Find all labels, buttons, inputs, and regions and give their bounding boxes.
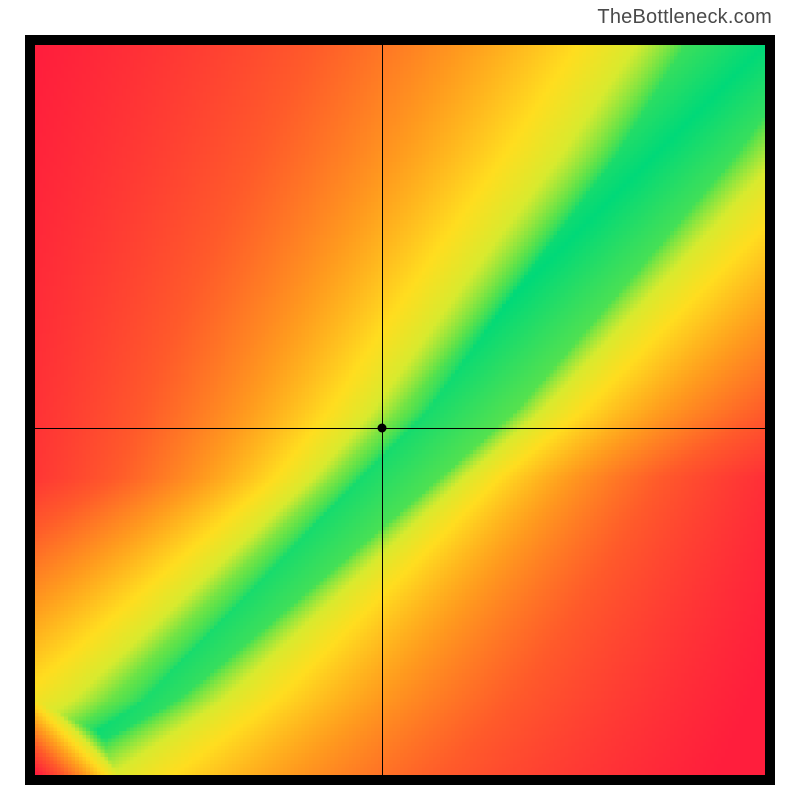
page-root: TheBottleneck.com [0,0,800,800]
chart-frame [25,35,775,785]
watermark-text: TheBottleneck.com [597,6,772,29]
heatmap-canvas [35,45,765,775]
heatmap-plot [35,45,765,775]
